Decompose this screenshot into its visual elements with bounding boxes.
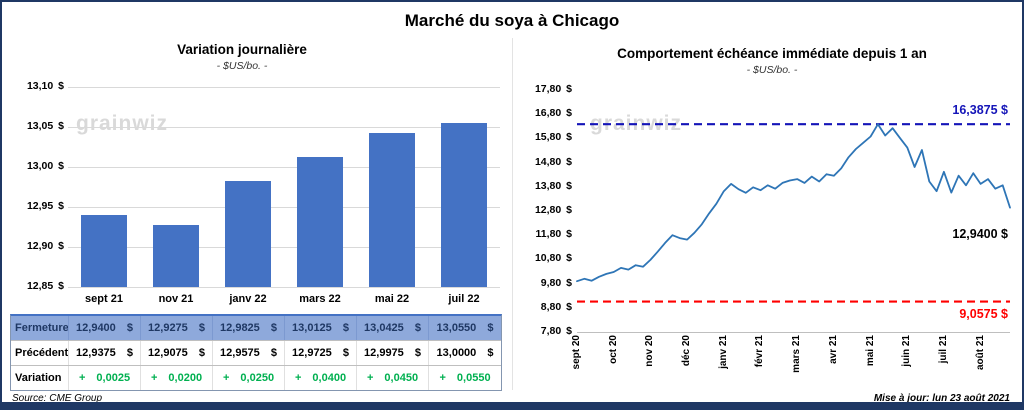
y-tick-label: 11,80 $: [535, 228, 572, 241]
x-month-label: mars 21: [791, 335, 803, 373]
table-cell: 13,0000 $: [436, 347, 494, 359]
x-category-label: nov 21: [158, 293, 194, 305]
x-category-label: mai 22: [374, 293, 410, 305]
bar-slot: [356, 87, 428, 287]
x-month-label: oct 20: [607, 335, 619, 364]
y-tick-label: 13,80 $: [534, 179, 572, 192]
x-month-label: févr 21: [754, 335, 766, 368]
left-chart-y-axis: 13,10 $ 13,05 $ 13,00 $ 12,95 $ 12,90 $ 12,85…: [8, 80, 64, 292]
gridline: [68, 247, 500, 248]
table-cell: 12,9400 $: [69, 316, 141, 340]
gridline: [68, 207, 500, 208]
y-tick-label: 7,80 $: [540, 325, 572, 337]
bar-slot: [284, 87, 356, 287]
panel-divider: [512, 38, 513, 390]
table-cell: + 0,0200: [141, 366, 213, 390]
gridline: [68, 167, 500, 168]
table-cell: + 0,0450: [357, 366, 429, 390]
table-cell: + 0,0250: [213, 366, 285, 390]
x-month-label: juin 21: [901, 335, 913, 367]
bar: [297, 157, 343, 287]
table-cell: 13,0425 $: [357, 316, 429, 340]
y-tick-label: 13,05 $: [26, 120, 64, 132]
table-row: Fermeture 12,9400 $12,9275 $12,9825 $13,0…: [11, 316, 501, 340]
table-cell: 12,9725 $: [285, 341, 357, 365]
table-cell: + 0,0400: [285, 366, 357, 390]
x-month-label: janv 21: [717, 335, 729, 369]
bar: [81, 215, 127, 287]
grainwiz-watermark: grainwiz: [76, 112, 169, 135]
source-note: Source: CME Group: [12, 393, 103, 404]
y-tick-label: 12,90 $: [26, 240, 64, 252]
update-note: Mise à jour: lun 23 août 2021: [873, 393, 1010, 404]
bar: [369, 133, 415, 287]
row-label: Fermeture: [11, 316, 69, 340]
table-row: Variation + 0,0025 + 0,0200 + 0,0250 + 0,040…: [11, 365, 501, 390]
page-title: Marché du soya à Chicago: [404, 11, 620, 30]
x-month-label: nov 20: [644, 335, 656, 367]
x-month-label: déc 20: [681, 335, 693, 367]
y-tick-label: 8,80 $: [540, 300, 572, 313]
table-row: Précédent 12,9375 $12,9075 $12,9575 $12,9…: [11, 340, 501, 365]
table-cell: + 0,0025: [69, 366, 141, 390]
last-price-annotation: 12,9400 $: [952, 226, 1008, 241]
right-chart-y-axis: 17,80 $ 16,80 $ 15,80 $ 14,80 $ 13,80 $ 12,80…: [514, 83, 572, 337]
x-category-label: janv 22: [229, 293, 267, 305]
y-tick-label: 12,85 $: [26, 280, 64, 292]
bar: [441, 123, 487, 287]
right-line-chart: 16,3875 $ 9,0575 $ 12,9400 $: [576, 90, 1011, 333]
x-month-label: sept 20: [571, 335, 582, 370]
x-category-label: sept 21: [85, 293, 123, 305]
table-cell: + 0,0550: [439, 372, 491, 384]
left-chart-title: Variation journalière: [177, 42, 307, 57]
table-cell: 12,9075 $: [141, 341, 213, 365]
row-label: Variation: [11, 366, 69, 390]
table-cell: 13,0125 $: [285, 316, 357, 340]
y-tick-label: 13,10 $: [26, 80, 64, 92]
table-cell: 12,9375 $: [69, 341, 141, 365]
x-category-label: juil 22: [448, 293, 480, 305]
x-month-label: août 21: [974, 335, 986, 371]
x-month-label: juil 21: [937, 335, 949, 364]
row-label: Précédent: [11, 341, 69, 365]
bar: [153, 225, 199, 287]
y-tick-label: 9,80 $: [540, 276, 572, 289]
table-cell: 12,9275 $: [141, 316, 213, 340]
right-chart-x-axis: sept 20 oct 20 nov 20 déc 20 janv 21 févr 21 m…: [571, 335, 1010, 393]
table-cell: 12,9975 $: [357, 341, 429, 365]
left-bar-chart: [68, 87, 500, 288]
line-chart-svg: [576, 123, 1011, 303]
y-tick-label: 12,95 $: [26, 200, 64, 212]
bar-slot: [140, 87, 212, 287]
price-table: Fermeture 12,9400 $12,9275 $12,9825 $13,0…: [10, 314, 502, 391]
table-cell: 12,9825 $: [213, 316, 285, 340]
price-line: [576, 123, 1011, 283]
low-annotation: 9,0575 $: [959, 306, 1008, 321]
right-chart-title: Comportement échéance immédiate depuis 1…: [617, 46, 927, 61]
x-month-label: mai 21: [864, 335, 876, 367]
y-tick-label: 10,80 $: [534, 252, 572, 265]
bar-slot: [68, 87, 140, 287]
bar-slot: [428, 87, 500, 287]
x-category-label: mars 22: [299, 293, 341, 305]
y-tick-label: 13,00 $: [26, 160, 64, 172]
y-tick-label: 14,80 $: [534, 155, 572, 168]
right-chart-subtitle: - $US/bo. -: [746, 64, 798, 76]
left-chart-subtitle: - $US/bo. -: [216, 60, 268, 72]
table-cell: 12,9575 $: [213, 341, 285, 365]
high-annotation: 16,3875 $: [952, 103, 1008, 118]
y-tick-label: 12,80 $: [534, 204, 572, 216]
gridline: [68, 127, 500, 128]
gridline: [68, 87, 500, 88]
left-chart-x-axis: sept 21 nov 21 janv 22 mars 22 mai 22 juil 22: [10, 293, 500, 305]
bar-slot: [212, 87, 284, 287]
y-tick-label: 17,80 $: [534, 83, 572, 95]
gridline: [68, 287, 500, 288]
bar: [225, 181, 271, 287]
table-cell: 13,0550 $: [436, 322, 494, 334]
x-month-label: avr 21: [827, 335, 839, 364]
y-tick-label: 15,80 $: [534, 131, 572, 144]
y-tick-label: 16,80 $: [534, 107, 572, 120]
